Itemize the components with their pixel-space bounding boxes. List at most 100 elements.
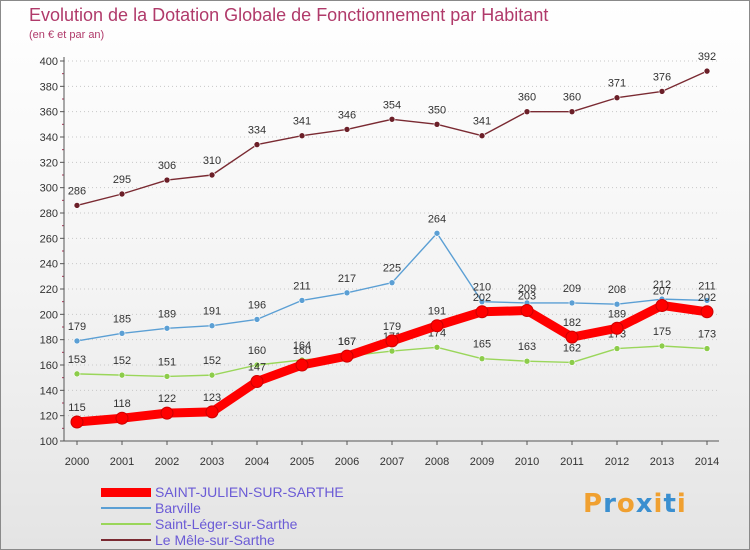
data-label: 152 (203, 355, 221, 367)
legend-item: SAINT-JULIEN-SUR-SARTHE (101, 484, 361, 500)
data-label: 360 (518, 92, 536, 104)
data-label: 341 (473, 116, 491, 128)
data-label: 162 (563, 342, 581, 354)
data-label: 225 (383, 263, 401, 275)
data-label: 306 (158, 160, 176, 172)
y-tick-label: 180 (40, 335, 58, 347)
data-label: 202 (473, 292, 491, 304)
data-point (253, 361, 261, 369)
data-point (523, 108, 531, 115)
data-label: 208 (608, 284, 626, 296)
y-tick-label: 260 (40, 233, 58, 245)
data-point (208, 171, 216, 179)
data-label: 182 (563, 317, 581, 329)
data-point (73, 370, 81, 378)
data-point (433, 343, 441, 351)
x-tick-label: 2000 (65, 456, 89, 468)
data-label: 209 (518, 283, 536, 295)
legend-swatch (101, 487, 151, 497)
data-label: 167 (338, 336, 356, 348)
x-tick-label: 2013 (650, 456, 674, 468)
data-label: 310 (203, 155, 221, 167)
data-label: 191 (428, 306, 446, 318)
x-tick-label: 2010 (515, 456, 539, 468)
data-label: 211 (698, 280, 716, 292)
x-tick-label: 2003 (200, 456, 224, 468)
data-label: 160 (248, 345, 266, 357)
data-label: 376 (653, 71, 671, 83)
data-label: 163 (518, 341, 536, 353)
y-tick-label: 300 (40, 183, 58, 195)
data-label: 115 (68, 402, 86, 414)
y-tick-label: 140 (40, 385, 58, 397)
data-label: 167 (338, 336, 356, 348)
data-label: 286 (68, 185, 86, 197)
data-label: 165 (473, 339, 491, 351)
data-point (613, 300, 621, 308)
data-point (430, 319, 444, 333)
data-point (388, 347, 396, 355)
data-point (613, 345, 621, 352)
logo-letter: t (663, 489, 677, 519)
data-point (433, 121, 441, 128)
data-point (568, 108, 576, 115)
data-point (163, 176, 171, 184)
data-point (703, 345, 711, 352)
data-point (388, 279, 396, 286)
data-point (433, 229, 441, 237)
legend-swatch (101, 539, 151, 541)
data-label: 211 (293, 280, 311, 292)
data-label: 212 (653, 279, 671, 291)
chart-title: Evolution de la Dotation Globale de Fonc… (29, 5, 549, 25)
data-label: 147 (248, 361, 266, 373)
y-tick-label: 360 (40, 107, 58, 119)
data-label: 189 (158, 308, 176, 320)
y-tick-label: 320 (40, 157, 58, 169)
data-point (208, 322, 216, 330)
data-point (295, 358, 309, 372)
data-point (568, 299, 576, 307)
x-tick-label: 2014 (695, 456, 719, 468)
y-tick-label: 380 (40, 81, 58, 93)
legend-label: SAINT-JULIEN-SUR-SARTHE (155, 484, 344, 500)
chart-subtitle: (en € et par an) (29, 29, 105, 41)
data-label: 295 (113, 174, 131, 186)
data-point (70, 415, 84, 429)
data-label: 153 (68, 354, 86, 366)
y-tick-label: 120 (40, 411, 58, 423)
x-tick-label: 2012 (605, 456, 629, 468)
data-point (253, 316, 261, 323)
data-label: 354 (383, 99, 401, 111)
data-point (163, 373, 171, 380)
x-tick-label: 2007 (380, 456, 404, 468)
data-point (343, 289, 351, 297)
data-point (298, 132, 306, 140)
x-tick-label: 2006 (335, 456, 359, 468)
data-point (208, 371, 216, 379)
data-point (163, 324, 171, 332)
data-point (655, 298, 669, 312)
data-label: 360 (563, 92, 581, 104)
series-line-le-m-le-sur-sarthe (76, 70, 708, 207)
data-label: 207 (653, 285, 671, 297)
data-label: 123 (203, 392, 221, 404)
data-point (478, 355, 486, 362)
y-tick-label: 240 (40, 259, 58, 271)
y-tick-label: 220 (40, 284, 58, 296)
data-label: 189 (608, 308, 626, 320)
data-label: 202 (698, 292, 716, 304)
data-point (613, 94, 621, 102)
data-point (73, 202, 81, 209)
data-point (565, 330, 579, 344)
y-tick-label: 280 (40, 208, 58, 220)
data-label: 179 (383, 321, 401, 333)
x-tick-label: 2004 (245, 456, 269, 468)
data-label: 179 (68, 321, 86, 333)
data-point (385, 334, 399, 348)
x-tick-label: 2008 (425, 456, 449, 468)
data-point (160, 406, 174, 420)
legend: SAINT-JULIEN-SUR-SARTHE Barville Saint-Lég… (101, 484, 361, 548)
y-tick-label: 200 (40, 309, 58, 321)
